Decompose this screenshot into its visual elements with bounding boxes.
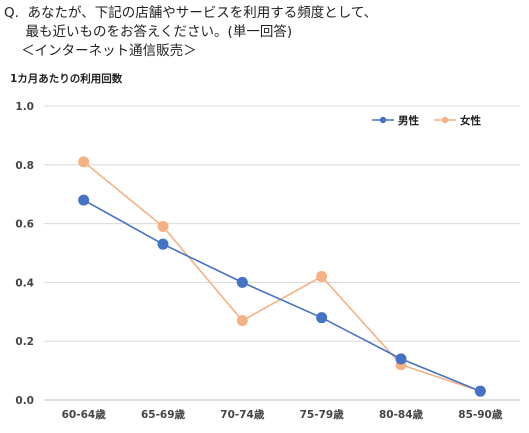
- series-line-female: [83, 161, 481, 392]
- data-point-male: [236, 276, 248, 288]
- question-line-3: ＜インターネット通信販売＞: [4, 43, 197, 59]
- legend-label: 女性: [460, 114, 481, 127]
- x-tick-label: 60-64歳: [62, 408, 107, 421]
- data-point-male: [78, 194, 90, 206]
- legend-marker: [441, 116, 449, 124]
- y-axis-ticks: 0.0 0.2 0.4 0.6 0.8 1.0: [15, 101, 34, 407]
- legend-marker: [379, 116, 387, 124]
- question-text: Q. あなたが、下記の店舗やサービスを利用する頻度として、 最も近いものをお答え…: [4, 4, 377, 61]
- data-point-male: [474, 385, 486, 397]
- series-line-male: [83, 199, 481, 392]
- y-axis-label: 1カ月あたりの利用回数: [10, 72, 123, 85]
- y-tick-label: 0.4: [15, 277, 34, 289]
- x-tick-label: 80-84歳: [379, 408, 424, 421]
- x-tick-label: 75-79歳: [300, 408, 345, 421]
- y-tick-label: 0.0: [15, 395, 34, 407]
- data-point-female: [236, 315, 248, 327]
- series-group: [78, 156, 486, 397]
- y-tick-label: 0.2: [15, 336, 34, 348]
- data-point-female: [157, 221, 169, 233]
- data-point-female: [316, 271, 328, 283]
- y-tick-label: 1.0: [15, 101, 34, 113]
- x-tick-label: 70-74歳: [220, 408, 265, 421]
- x-axis-ticks: 60-64歳 65-69歳 70-74歳 75-79歳 80-84歳 85-90歳: [62, 408, 503, 421]
- y-tick-label: 0.8: [15, 160, 34, 172]
- x-tick-label: 65-69歳: [141, 408, 186, 421]
- x-tick-label: 85-90歳: [458, 408, 503, 421]
- data-point-male: [395, 353, 407, 365]
- data-point-female: [78, 156, 90, 168]
- question-line-2: 最も近いものをお答えください。(単一回答): [4, 24, 293, 40]
- legend-label: 男性: [398, 114, 419, 127]
- y-tick-label: 0.6: [15, 219, 34, 231]
- data-point-male: [316, 312, 328, 324]
- question-line-1: Q. あなたが、下記の店舗やサービスを利用する頻度として、: [4, 5, 378, 21]
- grid-lines: [44, 105, 520, 401]
- data-point-male: [157, 238, 169, 250]
- legend: 男性 女性: [372, 114, 481, 127]
